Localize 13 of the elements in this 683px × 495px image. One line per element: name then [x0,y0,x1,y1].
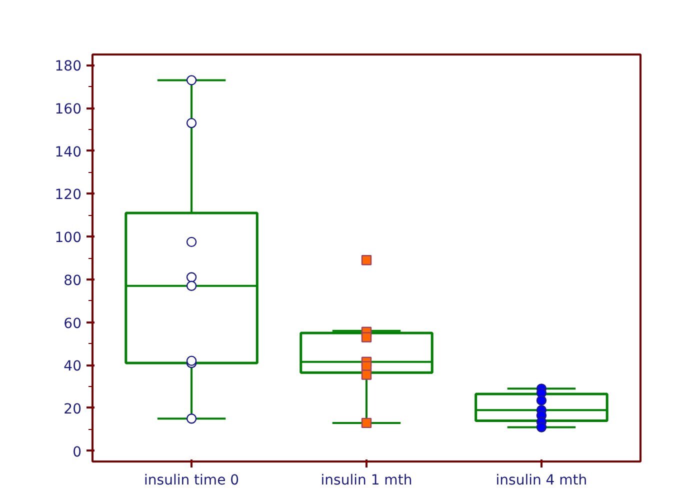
y-tick-label: 180 [54,58,82,75]
y-tick-label: 100 [54,230,82,246]
y-tick-label: 20 [64,401,82,418]
y-tick-label: 160 [54,102,82,118]
x-tick-label: insulin 1 mth [320,472,412,488]
x-tick-label: insulin 4 mth [496,472,588,488]
y-tick-label: 140 [54,144,82,160]
y-tick-label: 0 [72,444,82,460]
y-tick-label: 120 [54,187,82,204]
x-tick-label: insulin time 0 [144,472,240,488]
y-tick-label: 80 [64,272,82,289]
y-tick-label: 40 [64,358,82,375]
y-tick-label: 60 [64,316,82,332]
